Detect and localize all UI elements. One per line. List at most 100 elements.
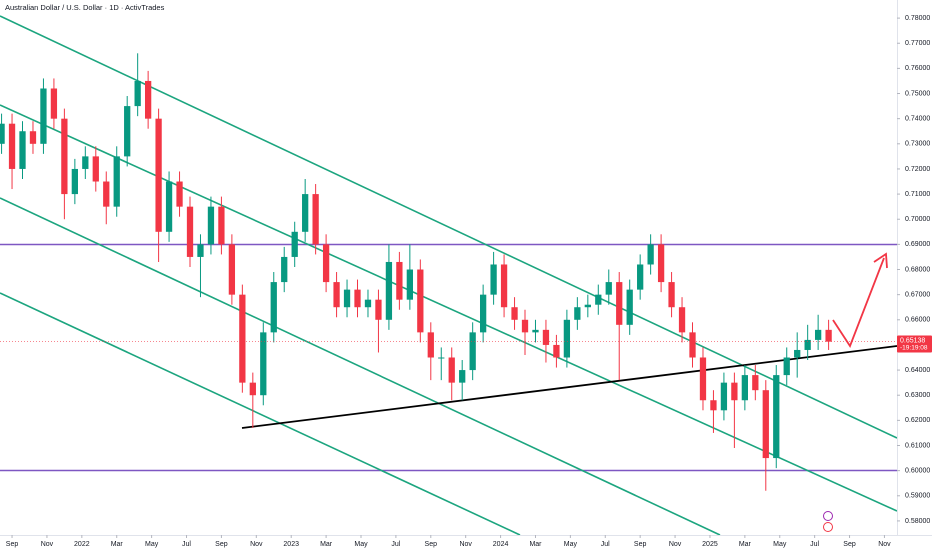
candle-body xyxy=(500,264,508,308)
y-tick-label: 0.73000 xyxy=(905,141,930,148)
candle-body xyxy=(825,329,832,342)
candle-body xyxy=(794,349,801,358)
candle-body xyxy=(448,357,455,383)
candle-body xyxy=(113,156,120,207)
x-tick-label: Nov xyxy=(878,541,891,548)
candle-body xyxy=(406,269,413,300)
candle-body xyxy=(532,329,539,333)
candle-body xyxy=(375,299,382,320)
y-tick-label: 0.70000 xyxy=(905,216,930,223)
x-tick-label: Jul xyxy=(391,541,400,548)
candle-body xyxy=(312,194,319,245)
chart-title: Australian Dollar / U.S. Dollar · 1D · A… xyxy=(5,3,165,12)
x-tick-label: Mar xyxy=(739,541,752,548)
countdown-label: -19:19:08 xyxy=(900,345,928,352)
candle-body xyxy=(752,375,759,391)
x-tick-label: Jul xyxy=(601,541,610,548)
event-icons xyxy=(823,511,833,532)
candle-body xyxy=(40,88,47,144)
candle-body xyxy=(637,264,644,290)
candle-body xyxy=(595,294,602,305)
candle-body xyxy=(678,307,686,333)
candle-body xyxy=(207,206,215,245)
candle-body xyxy=(553,344,560,358)
candle-body xyxy=(731,382,738,401)
y-tick-label: 0.75000 xyxy=(905,90,930,97)
candle-body xyxy=(814,329,822,340)
candle-body xyxy=(521,319,529,333)
x-tick-label: May xyxy=(564,541,578,548)
candle-body xyxy=(574,307,581,320)
candle-body xyxy=(176,181,183,207)
candle-body xyxy=(82,156,89,169)
candle-body xyxy=(165,181,173,232)
y-tick-label: 0.69000 xyxy=(905,241,930,248)
y-tick-label: 0.64000 xyxy=(905,367,930,374)
x-tick-label: Nov xyxy=(669,541,682,548)
x-tick-label: Mar xyxy=(320,541,333,548)
candle-body xyxy=(469,332,476,371)
y-tick-label: 0.59000 xyxy=(905,493,930,500)
candle-body xyxy=(354,289,361,308)
candle-body xyxy=(417,269,424,333)
y-tick-label: 0.74000 xyxy=(905,116,930,123)
candle-body xyxy=(218,206,225,245)
x-tick-label: Mar xyxy=(111,541,124,548)
candle-body xyxy=(197,244,204,257)
x-tick-label: Sep xyxy=(6,541,19,548)
candle-body xyxy=(563,319,571,358)
candle-body xyxy=(689,332,696,358)
channel-line xyxy=(0,197,721,536)
candle-body xyxy=(228,244,236,295)
x-tick-label: 2025 xyxy=(702,541,718,548)
candle-body xyxy=(773,375,780,459)
event-icon xyxy=(823,522,833,532)
x-tick-label: Sep xyxy=(215,541,228,548)
candle-body xyxy=(8,123,16,169)
candle-body xyxy=(720,382,728,411)
candle-body xyxy=(741,375,748,401)
x-tick-label: 2024 xyxy=(493,541,509,548)
candle-body xyxy=(103,181,110,207)
candle-body xyxy=(50,88,58,119)
candle-body xyxy=(71,168,78,195)
candle-body xyxy=(762,390,769,459)
channel-line xyxy=(0,292,521,536)
y-tick-label: 0.76000 xyxy=(905,65,930,72)
candle-body xyxy=(647,244,654,265)
candle-body xyxy=(490,264,497,295)
y-tick-label: 0.58000 xyxy=(905,518,930,525)
candle-body xyxy=(92,156,99,182)
candle-body xyxy=(134,80,141,107)
x-tick-label: Sep xyxy=(425,541,438,548)
candles xyxy=(0,53,832,491)
candle-body xyxy=(616,282,623,325)
x-tick-label: May xyxy=(773,541,787,548)
candle-body xyxy=(322,244,330,283)
channel-line xyxy=(0,104,898,512)
candle-body xyxy=(281,256,288,283)
y-tick-label: 0.62000 xyxy=(905,417,930,424)
candle-body xyxy=(186,206,194,257)
x-tick-label: Sep xyxy=(634,541,647,548)
y-tick-label: 0.66000 xyxy=(905,317,930,324)
candle-body xyxy=(605,282,612,295)
y-tick-label: 0.60000 xyxy=(905,467,930,474)
candle-body xyxy=(626,289,633,325)
candle-body xyxy=(260,332,267,396)
y-tick-label: 0.72000 xyxy=(905,166,930,173)
candle-body xyxy=(542,329,550,345)
candle-body xyxy=(124,106,131,157)
y-tick-label: 0.71000 xyxy=(905,191,930,198)
x-tick-label: Jul xyxy=(810,541,819,548)
y-tick-label: 0.68000 xyxy=(905,266,930,273)
x-tick-label: Mar xyxy=(529,541,542,548)
candle-body xyxy=(0,123,5,144)
candle-body xyxy=(291,231,298,257)
candle-body xyxy=(396,261,403,300)
x-tick-label: Nov xyxy=(459,541,472,548)
candle-body xyxy=(668,282,675,308)
candle-body xyxy=(364,299,372,308)
candle-body xyxy=(239,294,246,383)
